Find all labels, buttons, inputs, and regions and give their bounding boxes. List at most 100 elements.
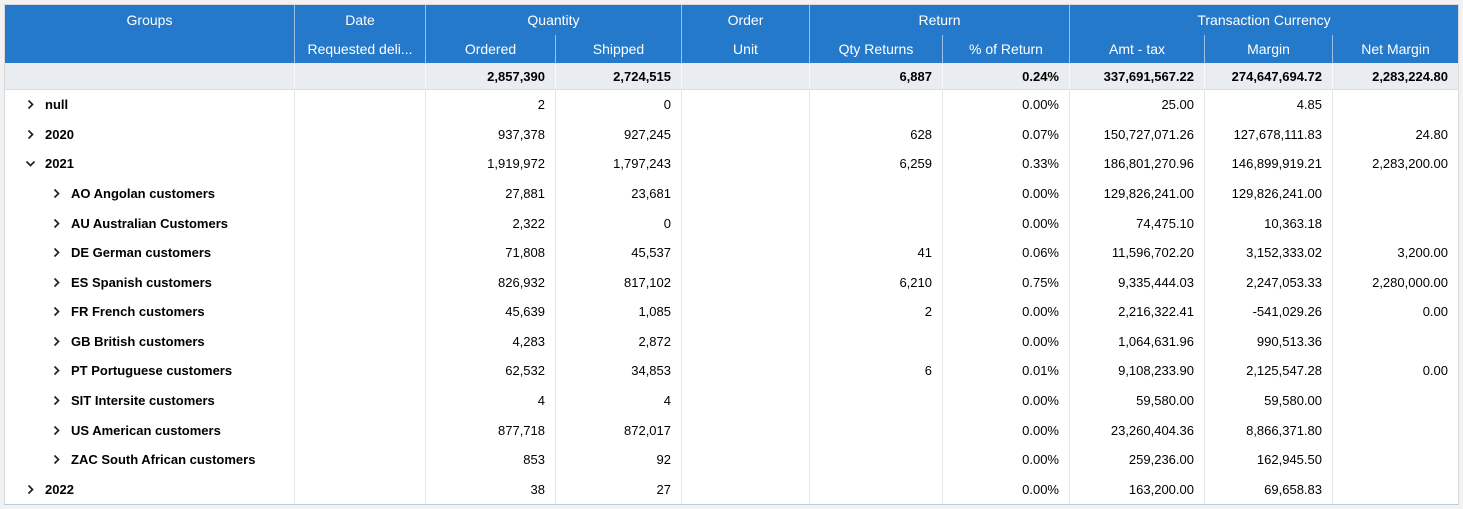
cell-amt-tax: 129,826,241.00 [1070, 178, 1205, 209]
cell-net-margin [1333, 415, 1458, 445]
group-label: DE German customers [71, 245, 212, 261]
chevron-right-icon[interactable] [49, 394, 63, 408]
cell-ordered: 4,283 [426, 326, 556, 357]
cell-net-margin [1333, 179, 1458, 209]
cell-net-margin: 2,283,200.00 [1372, 156, 1448, 172]
group-cell[interactable]: 2021 [5, 149, 295, 179]
header-pct-of-return[interactable]: % of Return [943, 35, 1070, 63]
group-cell[interactable]: 2020 [5, 119, 295, 150]
group-cell[interactable]: DE German customers [5, 237, 295, 268]
group-cell[interactable]: ZAC South African customers [5, 444, 295, 475]
chevron-down-icon[interactable] [23, 157, 37, 171]
table-row: AO Angolan customers 27,881 23,681 0.00% 129… [5, 178, 1458, 209]
cell-margin: 69,658.83 [1205, 474, 1333, 504]
header-quantity-group[interactable]: Quantity [426, 5, 682, 35]
chevron-right-icon[interactable] [49, 275, 63, 289]
header-transaction-currency-group[interactable]: Transaction Currency [1197, 12, 1331, 28]
cell-amt-tax: 74,475.10 [1070, 208, 1205, 238]
cell-date [295, 178, 426, 209]
header-return-group[interactable]: Return [810, 5, 1070, 35]
cell-pct-return: 0.00% [943, 297, 1070, 327]
cell-margin: 2,125,547.28 [1205, 356, 1333, 386]
cell-date [295, 119, 426, 150]
pivot-grid: Groups Date Quantity Order Return Transa… [4, 4, 1459, 505]
cell-net-margin [1333, 386, 1458, 416]
group-cell[interactable]: SIT Intersite customers [5, 385, 295, 416]
cell-order-unit [682, 149, 810, 179]
group-cell[interactable]: FR French customers [5, 297, 295, 327]
cell-ordered: 826,932 [426, 267, 556, 298]
cell-order-unit [682, 178, 810, 209]
cell-qty-returns [810, 474, 943, 504]
cell-date [295, 415, 426, 445]
header-unit[interactable]: Unit [682, 35, 810, 63]
header-qty-returns[interactable]: Qty Returns [810, 35, 943, 63]
group-cell[interactable]: US American customers [5, 415, 295, 445]
cell-order-unit [682, 208, 810, 238]
cell-date [295, 356, 426, 386]
chevron-right-icon[interactable] [49, 334, 63, 348]
group-label: 2022 [45, 481, 74, 497]
cell-pct-return: 0.00% [943, 178, 1070, 209]
chevron-right-icon[interactable] [49, 423, 63, 437]
cell-pct-return: 0.00% [943, 208, 1070, 238]
group-cell[interactable]: AO Angolan customers [5, 178, 295, 209]
group-cell[interactable]: PT Portuguese customers [5, 356, 295, 386]
cell-date [295, 444, 426, 475]
chevron-right-icon[interactable] [23, 482, 37, 496]
cell-net-margin [1333, 475, 1458, 504]
group-cell[interactable]: null [5, 90, 295, 120]
chevron-right-icon[interactable] [49, 364, 63, 378]
chevron-right-icon[interactable] [23, 98, 37, 112]
cell-net-margin [1333, 208, 1458, 238]
cell-pct-return: 0.75% [943, 267, 1070, 298]
header-shipped[interactable]: Shipped [556, 35, 682, 63]
summary-groups-blank [5, 63, 295, 89]
cell-margin: 4.85 [1205, 90, 1333, 120]
cell-shipped: 2,872 [556, 326, 682, 357]
cell-date [295, 385, 426, 416]
chevron-right-icon[interactable] [23, 127, 37, 141]
cell-order-unit [682, 415, 810, 445]
cell-qty-returns [810, 208, 943, 238]
cell-order-unit [682, 385, 810, 416]
group-label: PT Portuguese customers [71, 363, 233, 379]
header-net-margin[interactable]: Net Margin [1361, 41, 1430, 57]
header-groups[interactable]: Groups [5, 5, 295, 35]
cell-qty-returns: 2 [810, 297, 943, 327]
header-sub-row: Requested deli... Ordered Shipped Unit Q… [5, 35, 1458, 63]
chevron-right-icon[interactable] [49, 246, 63, 260]
summary-margin: 274,647,694.72 [1205, 63, 1333, 89]
group-label: AO Angolan customers [71, 186, 215, 202]
cell-amt-tax: 23,260,404.36 [1070, 415, 1205, 445]
group-label: 2020 [45, 126, 74, 142]
table-row: AU Australian Customers 2,322 0 0.00% 74,475… [5, 208, 1458, 238]
group-label: SIT Intersite customers [71, 393, 215, 409]
chevron-right-icon[interactable] [49, 453, 63, 467]
group-cell[interactable]: AU Australian Customers [5, 208, 295, 238]
cell-margin: 8,866,371.80 [1205, 415, 1333, 445]
cell-qty-returns: 41 [810, 237, 943, 268]
group-cell[interactable]: ES Spanish customers [5, 267, 295, 298]
chevron-right-icon[interactable] [49, 216, 63, 230]
cell-ordered: 4 [426, 385, 556, 416]
cell-amt-tax: 150,727,071.26 [1070, 119, 1205, 150]
cell-shipped: 27 [556, 474, 682, 504]
cell-shipped: 1,085 [556, 297, 682, 327]
group-cell[interactable]: 2022 [5, 474, 295, 504]
chevron-right-icon[interactable] [49, 187, 63, 201]
cell-order-unit [682, 119, 810, 150]
header-requested-delivery[interactable]: Requested deli... [295, 35, 426, 63]
header-order-group[interactable]: Order [682, 5, 810, 35]
table-row: 2020 937,378 927,245 628 0.07% 150,727,071.26… [5, 119, 1458, 150]
cell-shipped: 872,017 [556, 415, 682, 445]
group-cell[interactable]: GB British customers [5, 326, 295, 357]
header-amt-tax[interactable]: Amt - tax [1070, 35, 1205, 63]
header-margin[interactable]: Margin [1205, 35, 1333, 63]
header-ordered[interactable]: Ordered [426, 35, 556, 63]
header-date-group[interactable]: Date [295, 5, 426, 35]
chevron-right-icon[interactable] [49, 305, 63, 319]
cell-ordered: 27,881 [426, 178, 556, 209]
summary-amt-tax: 337,691,567.22 [1070, 63, 1205, 89]
cell-net-margin [1333, 445, 1458, 475]
